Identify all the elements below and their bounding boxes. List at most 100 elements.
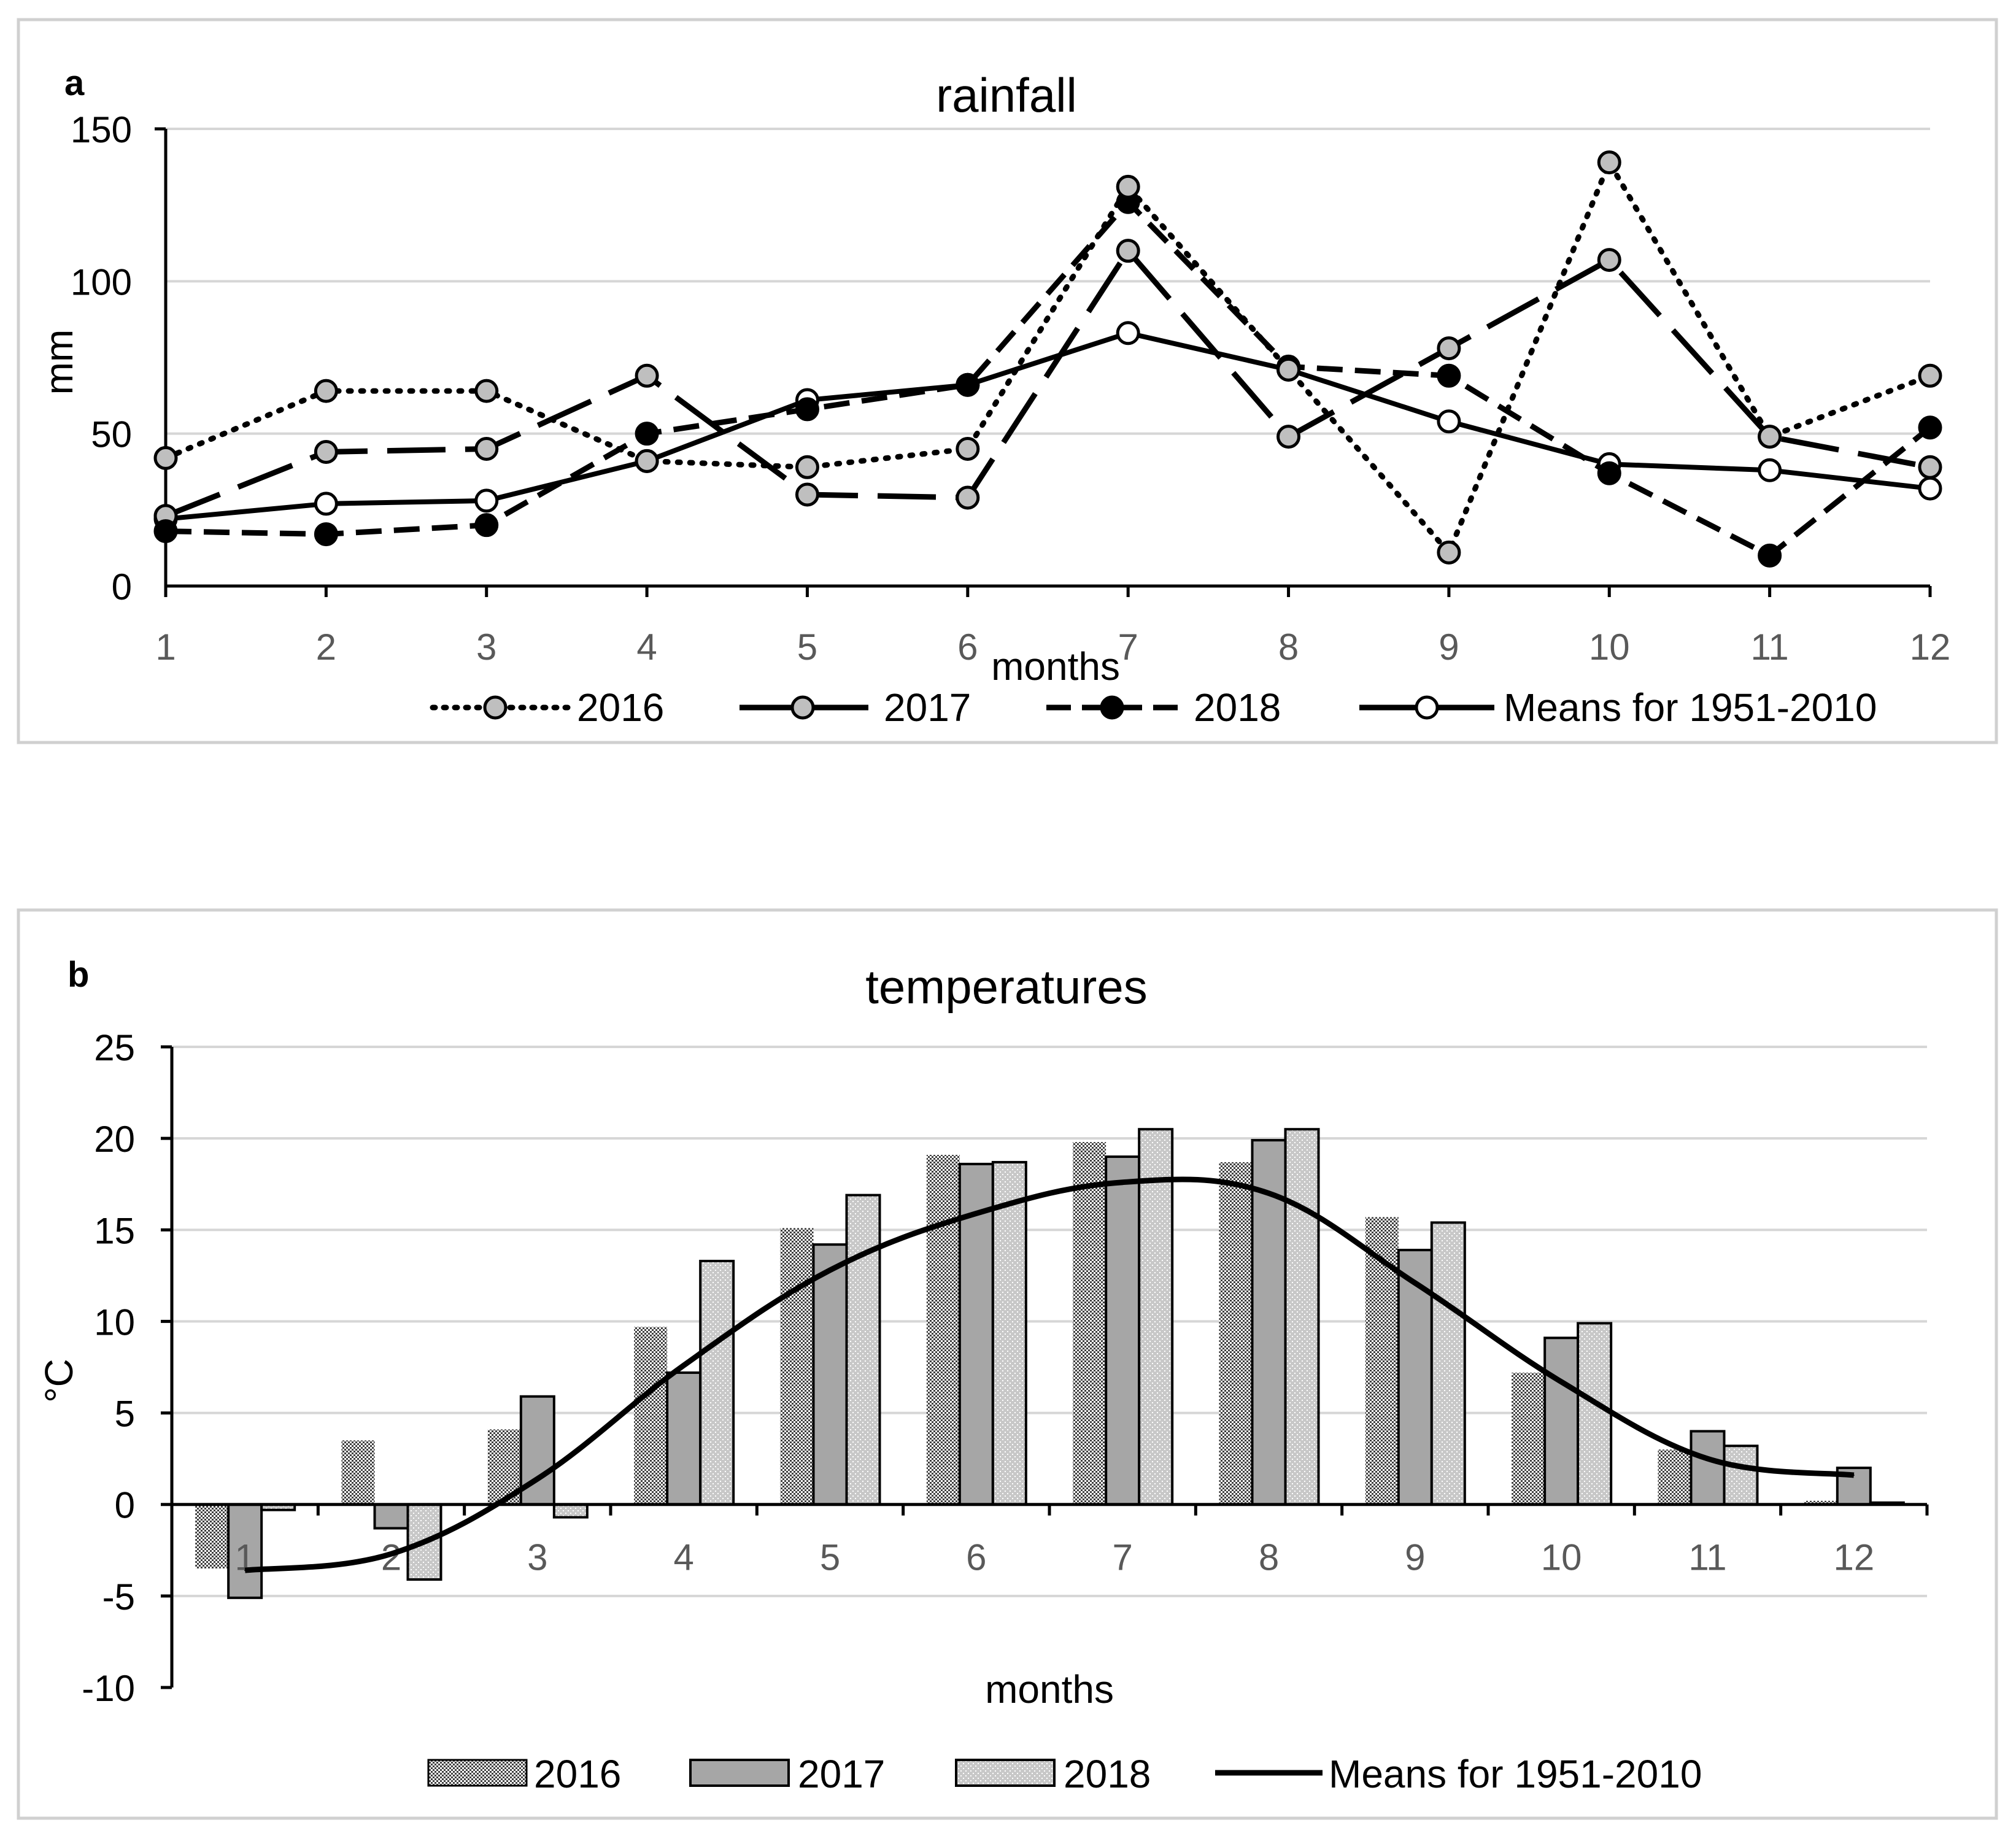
bar <box>1284 1128 1320 1506</box>
bar <box>926 1154 960 1505</box>
data-point <box>635 363 659 388</box>
panel-a-y-tick-labels: 0 50 100 150 <box>71 109 132 608</box>
data-point <box>244 1570 246 1572</box>
data-point <box>1437 540 1461 565</box>
legend-item-2016: 2016 <box>427 1752 621 1796</box>
bar <box>634 1327 668 1505</box>
data-point <box>1437 336 1461 361</box>
x-tick-label: 12 <box>1910 627 1951 668</box>
data-point <box>1116 239 1140 263</box>
legend-item-2017: 2017 <box>740 685 971 730</box>
legend-marker-2018 <box>1100 695 1124 720</box>
legend-swatch-2018 <box>955 1759 1056 1787</box>
data-point <box>1918 363 1942 388</box>
data-point <box>1918 415 1942 440</box>
legend-label-2016: 2016 <box>534 1752 621 1796</box>
x-tick-label: 5 <box>820 1537 840 1578</box>
panel-b-x-tick-labels: 1 2 3 4 5 6 7 8 9 10 11 12 <box>234 1537 1874 1578</box>
x-tick-label: 11 <box>1750 627 1788 668</box>
panel-b-letter: b <box>68 955 89 995</box>
legend-item-2018: 2018 <box>955 1752 1151 1796</box>
panel-b-x-axis-label: months <box>985 1667 1114 1711</box>
x-tick-label: 3 <box>476 627 496 668</box>
x-tick-label: 10 <box>1589 627 1630 668</box>
data-point <box>829 1269 831 1271</box>
x-tick-label: 4 <box>673 1537 693 1578</box>
data-point <box>1597 248 1621 272</box>
data-point <box>1116 321 1140 345</box>
data-point <box>635 422 659 446</box>
legend-label-means: Means for 1951-2010 <box>1504 685 1877 730</box>
x-tick-label: 6 <box>957 627 978 668</box>
data-point <box>390 1553 392 1555</box>
bar <box>699 1259 735 1506</box>
legend-label-2018: 2018 <box>1064 1752 1151 1796</box>
x-tick-label: 8 <box>1278 627 1299 668</box>
data-point <box>314 379 338 403</box>
panel-b-means-line <box>244 1176 1855 1573</box>
panel-b-y-tick-labels: -10 -5 0 5 10 15 20 25 <box>82 1027 135 1709</box>
panel-b-title: temperatures <box>865 960 1148 1014</box>
legend-item-2018: 2018 <box>1046 685 1281 730</box>
y-tick-label: 10 <box>94 1302 135 1343</box>
data-point <box>1561 1381 1562 1383</box>
y-tick-label: 150 <box>71 109 132 150</box>
series-line-2017 <box>164 248 1931 519</box>
series-line-2016 <box>163 160 1933 555</box>
bar <box>1430 1221 1466 1506</box>
y-tick-label: 15 <box>94 1210 135 1251</box>
data-point <box>1758 425 1782 449</box>
panel-b-axes <box>161 1045 1929 1689</box>
legend-swatch-2016 <box>427 1759 528 1787</box>
legend-label-2016: 2016 <box>577 685 664 730</box>
bar <box>1073 1142 1106 1505</box>
x-tick-label: 5 <box>797 627 817 668</box>
data-point <box>1853 1474 1855 1476</box>
legend-label-means: Means for 1951-2010 <box>1329 1752 1702 1796</box>
data-point <box>1276 425 1301 449</box>
bar <box>552 1503 589 1519</box>
data-point <box>1437 409 1461 434</box>
data-point <box>474 437 499 461</box>
data-point <box>683 1365 685 1367</box>
data-point <box>536 1478 538 1479</box>
legend-marker-2016 <box>483 695 508 720</box>
panel-b-y-axis-label: °C <box>37 1359 81 1403</box>
data-point <box>1122 1181 1124 1183</box>
data-point <box>956 485 980 510</box>
rainfall-chart-panel: a rainfall mm months 0 50 100 150 1 2 3 … <box>17 18 1998 744</box>
legend-item-2017: 2017 <box>689 1752 885 1796</box>
bar <box>991 1160 1027 1506</box>
data-point <box>153 446 178 470</box>
legend-item-means: Means for 1951-2010 <box>1359 685 1877 730</box>
bar <box>1105 1155 1141 1506</box>
data-point <box>1597 150 1621 175</box>
data-point <box>1268 1192 1270 1194</box>
x-tick-label: 9 <box>1439 627 1459 668</box>
bar <box>1138 1128 1174 1506</box>
legend-label-2018: 2018 <box>1194 685 1281 730</box>
data-point <box>1597 461 1621 485</box>
x-tick-label: 3 <box>527 1537 547 1578</box>
x-tick-label: 7 <box>1112 1537 1132 1578</box>
legend-marker-means <box>1415 695 1439 720</box>
data-point <box>153 519 178 544</box>
panel-a-series <box>153 150 1942 568</box>
bar <box>195 1504 229 1569</box>
data-point <box>795 482 819 507</box>
bar <box>812 1243 848 1506</box>
data-point <box>474 488 499 513</box>
y-tick-label: 100 <box>71 261 132 303</box>
bar <box>958 1162 994 1506</box>
bar <box>1219 1162 1253 1505</box>
y-tick-label: 25 <box>94 1027 135 1068</box>
panel-a-title: rainfall <box>936 68 1077 122</box>
legend-swatch-2017 <box>689 1759 790 1787</box>
bar <box>1723 1444 1759 1506</box>
bar <box>1658 1449 1691 1505</box>
y-tick-label: 0 <box>112 566 132 608</box>
data-point <box>795 397 819 422</box>
data-point <box>1918 455 1942 479</box>
bar <box>1577 1322 1613 1506</box>
x-tick-label: 6 <box>966 1537 986 1578</box>
